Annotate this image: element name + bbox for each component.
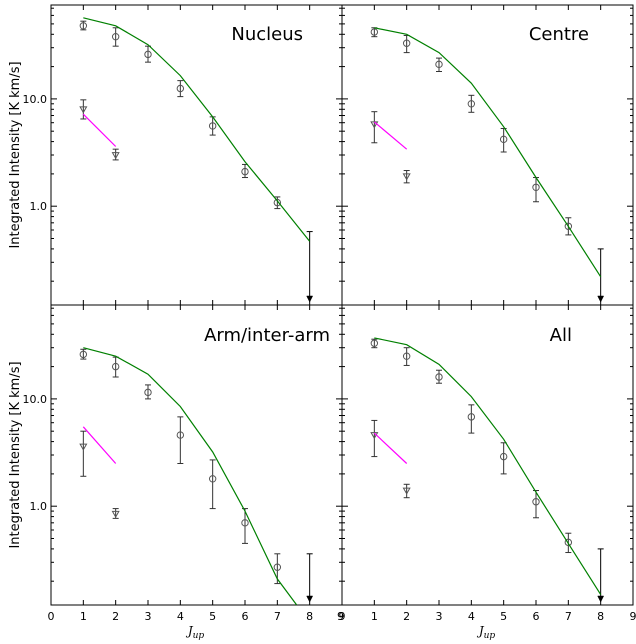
x-tick-label: 3 <box>436 610 443 623</box>
model-line-green <box>83 347 298 605</box>
data-point-triangle <box>402 487 411 495</box>
data-point-circle <box>144 388 152 397</box>
upper-limit-arrow <box>306 295 314 303</box>
y-tick-label: 10.0 <box>23 393 48 406</box>
model-line-magenta <box>373 121 408 150</box>
data-point-circle <box>435 373 443 381</box>
panel-frame-2 <box>50 304 343 606</box>
x-tick-label: 3 <box>145 610 152 623</box>
data-point-circle <box>564 538 573 547</box>
panels-container: 1.0 10.0 Nucleus Centre 1.0 10.0 0 1 2 3 4 5 6 7 8 9 Arm… <box>23 4 636 623</box>
data-point-circle <box>176 84 185 93</box>
model-line-magenta <box>373 432 408 464</box>
panel-1: Centre <box>341 4 634 306</box>
data-point-triangle <box>370 432 379 440</box>
data-point-circle <box>370 28 379 36</box>
x-tick-label: 9 <box>339 610 346 623</box>
x-tick-label: 2 <box>112 610 119 623</box>
x-tick-label: 8 <box>306 610 313 623</box>
data-point-circle <box>273 563 282 571</box>
x-tick-label: 7 <box>565 610 572 623</box>
plot-area <box>370 27 605 303</box>
model-line-green <box>374 337 602 595</box>
xlabel-right-sub: up <box>484 631 496 641</box>
data-point-circle <box>241 519 249 527</box>
x-tick-label: 5 <box>500 610 507 623</box>
panel-title: Nucleus <box>231 24 303 45</box>
data-point-circle <box>176 431 185 439</box>
x-tick-label: 5 <box>209 610 216 623</box>
model-line-magenta <box>82 426 117 464</box>
data-point-circle <box>208 122 217 130</box>
data-point-triangle <box>111 152 120 160</box>
panel-2: 1.0 10.0 0 1 2 3 4 5 6 7 8 9 Arm/inter-arm <box>23 304 346 623</box>
data-point-triangle <box>79 106 88 114</box>
data-point-circle <box>144 50 152 59</box>
x-tick-label: 4 <box>468 610 475 623</box>
upper-limit-arrow <box>597 595 605 603</box>
y-tick-label: 10.0 <box>23 93 48 106</box>
data-point-triangle <box>79 443 88 451</box>
data-point-circle <box>208 475 217 483</box>
x-tick-label: 6 <box>533 610 540 623</box>
data-point-circle <box>467 413 476 421</box>
model-line-green <box>83 17 311 242</box>
plot-area <box>79 17 314 303</box>
data-point-circle <box>532 498 540 506</box>
model-line-magenta <box>82 113 117 147</box>
xlabel-left: Jup <box>185 624 205 641</box>
xlabel-left-sub: up <box>193 631 205 641</box>
panel-3: 9 1 2 3 4 5 6 7 8 9 All <box>337 304 636 623</box>
upper-limit-arrow <box>306 595 314 603</box>
x-tick-label: 6 <box>242 610 249 623</box>
data-point-triangle <box>111 510 120 518</box>
x-tick-label: 1 <box>80 610 87 623</box>
data-point-circle <box>273 198 282 207</box>
y-tick-label: 1.0 <box>30 500 48 513</box>
panel-frame-3 <box>341 304 634 606</box>
panel-title: Centre <box>529 24 589 45</box>
data-point-circle <box>79 350 88 359</box>
panel-0: 1.0 10.0 Nucleus <box>23 4 343 306</box>
ylabel-top: Integrated Intensity [K km/s] <box>8 61 23 248</box>
xlabel-right: Jup <box>476 624 496 641</box>
panel-title: All <box>550 325 572 346</box>
data-point-circle <box>499 135 508 144</box>
data-point-circle <box>402 352 411 360</box>
data-point-circle <box>435 60 443 69</box>
data-point-circle <box>241 167 249 176</box>
data-point-triangle <box>402 173 411 181</box>
plot-area <box>370 337 605 603</box>
x-tick-label: 0 <box>48 610 55 623</box>
x-tick-label: 9 <box>630 610 636 623</box>
data-point-circle <box>79 22 88 30</box>
panel-title: Arm/inter-arm <box>204 325 330 346</box>
x-tick-label: 1 <box>371 610 378 623</box>
data-point-circle <box>467 100 476 108</box>
xlabel-right-main: J <box>476 624 485 638</box>
model-line-green <box>374 27 602 278</box>
x-tick-label: 7 <box>274 610 281 623</box>
x-tick-label: 2 <box>403 610 410 623</box>
y-tick-label: 1.0 <box>30 200 48 213</box>
x-tick-label: 4 <box>177 610 184 623</box>
data-point-circle <box>402 39 411 47</box>
data-point-circle <box>499 452 508 461</box>
panel-frame-0 <box>50 4 343 306</box>
x-tick-label: 9 <box>337 610 344 623</box>
data-point-circle <box>111 32 120 41</box>
data-point-circle <box>564 222 573 230</box>
upper-limit-arrow <box>597 295 605 303</box>
ylabel-bottom: Integrated Intensity [K km/s] <box>8 361 23 548</box>
x-tick-label: 8 <box>597 610 604 623</box>
data-point-circle <box>111 362 120 371</box>
data-point-circle <box>532 183 540 192</box>
data-point-circle <box>370 339 379 347</box>
plot-area <box>79 347 314 605</box>
xlabel-left-main: J <box>185 624 194 638</box>
